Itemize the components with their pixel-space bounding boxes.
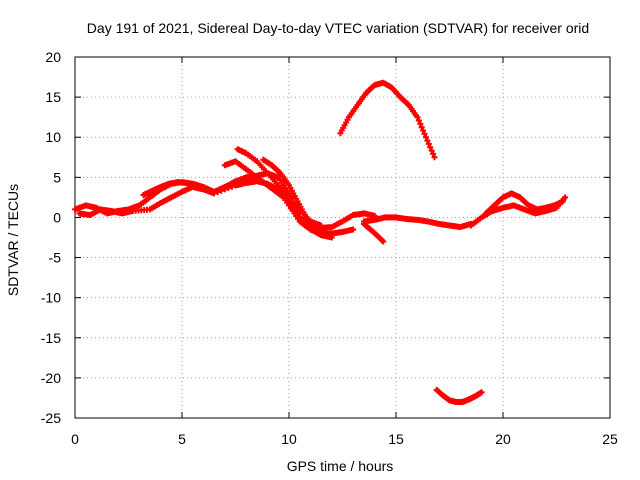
series-track-e (234, 146, 325, 229)
x-tick-label: 25 (602, 431, 618, 447)
axis-ticks: 0 5 10 15 20 25 -25 -20 -15 -10 -5 0 5 10 15 20 (41, 49, 618, 447)
series-marks (433, 386, 485, 405)
y-tick-label: -25 (41, 410, 61, 426)
series-track-h (360, 220, 387, 245)
series-marks (337, 79, 438, 161)
y-tick-label: 10 (45, 129, 61, 145)
y-tick-label: 15 (45, 89, 61, 105)
y-tick-label: 0 (53, 209, 61, 225)
series-track-f (260, 156, 318, 229)
y-axis-label: SDTVAR / TECUs (5, 184, 21, 296)
plot-frame (74, 56, 611, 419)
series-track-c (140, 179, 215, 198)
chart-title: Day 191 of 2021, Sidereal Day-to-day VTE… (87, 20, 589, 36)
x-tick-label: 20 (495, 431, 511, 447)
series-arc-high (337, 79, 438, 161)
series-track-d (221, 158, 335, 241)
series-marks (360, 220, 387, 245)
y-tick-label: -15 (41, 330, 61, 346)
series-marks (221, 158, 335, 241)
y-tick-label: -5 (49, 250, 62, 266)
y-tick-label: 20 (45, 49, 61, 65)
x-tick-label: 5 (178, 431, 186, 447)
x-axis-label: GPS time / hours (287, 458, 394, 474)
series-marks (482, 190, 566, 217)
x-tick-label: 15 (388, 431, 404, 447)
grid-lines (75, 57, 610, 418)
y-tick-label: -10 (41, 290, 61, 306)
series-marks (260, 156, 318, 229)
series-marks (72, 170, 378, 231)
data-series (72, 79, 569, 405)
series-marks (140, 179, 215, 198)
series-track-a (72, 170, 378, 231)
y-tick-label: 5 (53, 169, 61, 185)
x-tick-label: 10 (281, 431, 297, 447)
series-marks (360, 214, 474, 231)
series-track-g (360, 214, 474, 231)
series-track-j (482, 190, 566, 217)
series-marks (234, 146, 325, 229)
series-arc-low (433, 386, 485, 405)
y-tick-label: -20 (41, 370, 61, 386)
x-tick-label: 0 (71, 431, 79, 447)
